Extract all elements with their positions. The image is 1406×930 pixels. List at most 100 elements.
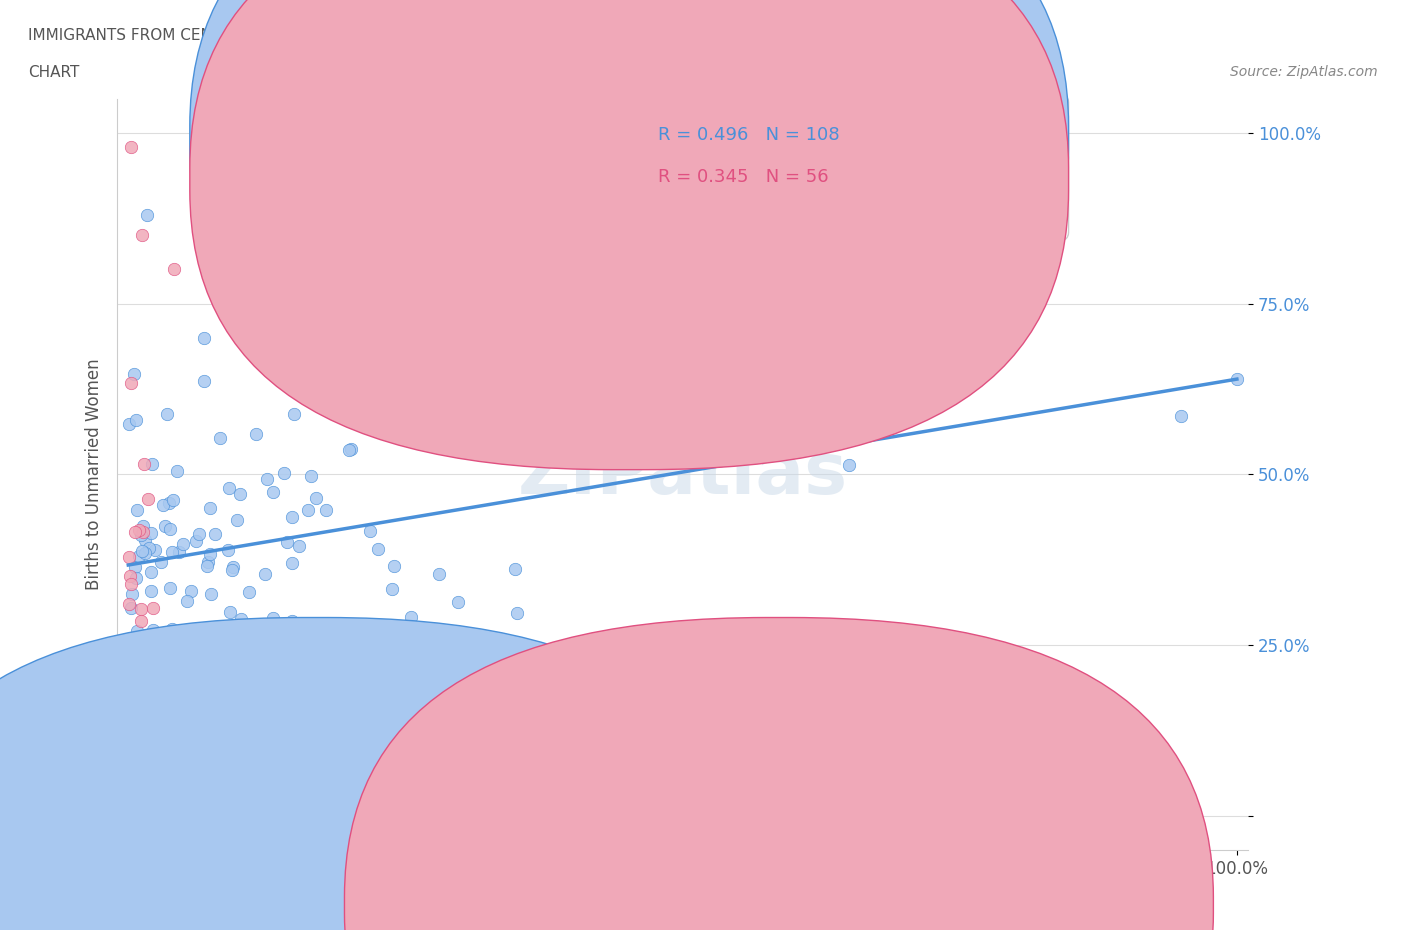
Point (142, 706, 165, 721)
Point (195, 558, 218, 573)
Point (124, 525, 146, 539)
Point (125, 571, 148, 586)
Point (120, 657, 142, 671)
Point (225, 512, 247, 527)
Point (145, 808, 167, 823)
Point (139, 664, 162, 679)
Point (167, 544, 190, 559)
Point (129, 614, 152, 629)
Point (128, 549, 150, 564)
Text: R = 0.496   N = 108: R = 0.496 N = 108 (658, 126, 839, 144)
Point (118, 808, 141, 823)
Point (138, 787, 160, 802)
Point (229, 612, 252, 627)
Point (118, 751, 141, 766)
Point (143, 808, 166, 823)
Point (129, 631, 152, 646)
Text: IMMIGRANTS FROM CENTRAL AMERICA VS IMMIGRANTS FROM KAZAKHSTAN BIRTHS TO UNMARRIE: IMMIGRANTS FROM CENTRAL AMERICA VS IMMIG… (28, 28, 973, 43)
Point (121, 587, 143, 602)
Point (218, 481, 240, 496)
Point (157, 808, 180, 823)
Point (125, 685, 148, 700)
Point (132, 650, 155, 665)
Point (205, 638, 228, 653)
Point (152, 808, 174, 823)
Point (138, 629, 160, 644)
Point (200, 500, 222, 515)
Point (200, 586, 222, 601)
Point (219, 605, 242, 620)
Point (179, 626, 201, 641)
Point (304, 490, 326, 505)
Point (120, 577, 142, 591)
Point (163, 262, 186, 277)
Point (281, 614, 304, 629)
Point (134, 545, 156, 560)
Point (180, 584, 202, 599)
Point (122, 700, 145, 715)
Point (166, 464, 188, 479)
Point (176, 593, 198, 608)
Point (136, 492, 159, 507)
Point (262, 485, 284, 499)
Point (146, 808, 169, 823)
Point (139, 525, 162, 540)
Point (179, 808, 201, 823)
Point (122, 683, 145, 698)
Point (427, 566, 450, 581)
Point (276, 534, 298, 549)
Point (340, 442, 363, 457)
Point (245, 427, 267, 442)
Point (131, 228, 153, 243)
Point (505, 605, 527, 620)
Point (122, 366, 145, 381)
Point (159, 687, 181, 702)
Point (118, 754, 141, 769)
Point (118, 417, 141, 432)
Point (505, 562, 527, 577)
Point (131, 544, 153, 559)
Point (118, 649, 141, 664)
Point (229, 486, 252, 501)
Point (838, 458, 860, 472)
Point (160, 545, 183, 560)
Point (217, 543, 239, 558)
Point (142, 600, 165, 615)
Point (134, 533, 156, 548)
Point (153, 519, 176, 534)
Point (131, 633, 153, 648)
Point (253, 638, 276, 653)
Text: ZIPatlas: ZIPatlas (517, 440, 848, 509)
Point (273, 466, 295, 481)
Text: Immigrants from Central America: Immigrants from Central America (364, 897, 620, 911)
Point (122, 703, 145, 718)
Point (125, 503, 148, 518)
Point (121, 650, 143, 665)
Point (280, 556, 302, 571)
Point (447, 594, 470, 609)
Point (143, 808, 166, 823)
Point (193, 374, 215, 389)
Point (893, 327, 915, 342)
Point (145, 669, 167, 684)
Point (381, 582, 404, 597)
Point (384, 558, 406, 573)
Point (359, 524, 381, 538)
Point (143, 542, 166, 557)
Point (197, 554, 219, 569)
Point (128, 523, 150, 538)
Point (367, 542, 389, 557)
Point (159, 580, 181, 595)
Text: Immigrants from Kazakhstan: Immigrants from Kazakhstan (803, 897, 1025, 911)
Point (283, 406, 305, 421)
Point (139, 584, 162, 599)
Point (287, 538, 309, 553)
Point (153, 708, 176, 723)
Point (139, 794, 162, 809)
Point (198, 546, 221, 561)
Point (125, 623, 148, 638)
Point (160, 622, 183, 637)
Point (143, 769, 166, 784)
Point (222, 560, 245, 575)
Point (194, 808, 217, 823)
